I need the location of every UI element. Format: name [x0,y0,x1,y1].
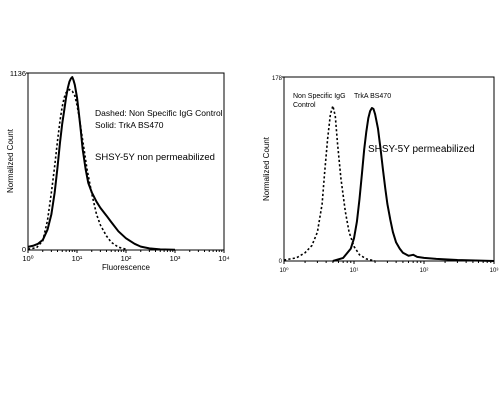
left-x-tick-label: 10⁰ [22,254,33,263]
left-dashed-curve [27,88,127,250]
right-histogram: Normalized Count Non Specific IgG Contro… [262,76,498,274]
left-y-tick-label-min: 0 [22,245,26,254]
right-x-tick-label: 10⁰ [279,267,289,274]
left-solid-curve [27,76,176,251]
right-label-igg-line1: Non Specific IgG [293,93,346,100]
left-y-axis-label: Normalized Count [6,128,15,193]
right-annotation: SHSY-5Y permeabilized [368,144,475,155]
left-histogram: Normalized Count Fluorescence Dashed: No… [6,69,230,272]
left-legend-dashed: Dashed: Non Specific IgG Control [95,108,223,118]
left-y-tick-label-max: 1136 [10,69,26,78]
left-x-axis-label: Fluorescence [102,263,151,272]
right-curves [283,102,495,262]
right-axis-ticks: 10⁰ 10¹ 10² 10³ 0 178 [272,76,498,274]
left-x-tick-label: 10² [121,254,132,263]
right-label-trka: TrkA BS470 [354,93,391,100]
left-axis-ticks: 10⁰ 10¹ 10² 10³ 10⁴ 0 1136 [10,69,230,263]
left-legend-solid: Solid: TrkA BS470 [95,120,164,130]
left-curves [27,76,176,251]
right-dashed-curve [283,102,376,262]
left-x-tick-label: 10¹ [72,254,83,263]
left-annotation: SHSY-5Y non permeabilized [95,152,215,163]
right-y-tick-label-min: 0 [279,259,283,265]
right-x-tick-label: 10² [420,268,429,274]
right-solid-curve [332,107,495,262]
right-x-tick-label: 10¹ [350,268,359,274]
right-plot-frame [283,76,495,262]
right-y-tick-label-max: 178 [272,76,283,82]
right-label-igg-line2: Control [293,102,316,109]
left-x-tick-label: 10⁴ [218,254,230,263]
right-x-tick-label: 10³ [490,268,499,274]
left-x-tick-label: 10³ [170,254,181,263]
right-y-axis-label: Normalized Count [262,136,271,201]
